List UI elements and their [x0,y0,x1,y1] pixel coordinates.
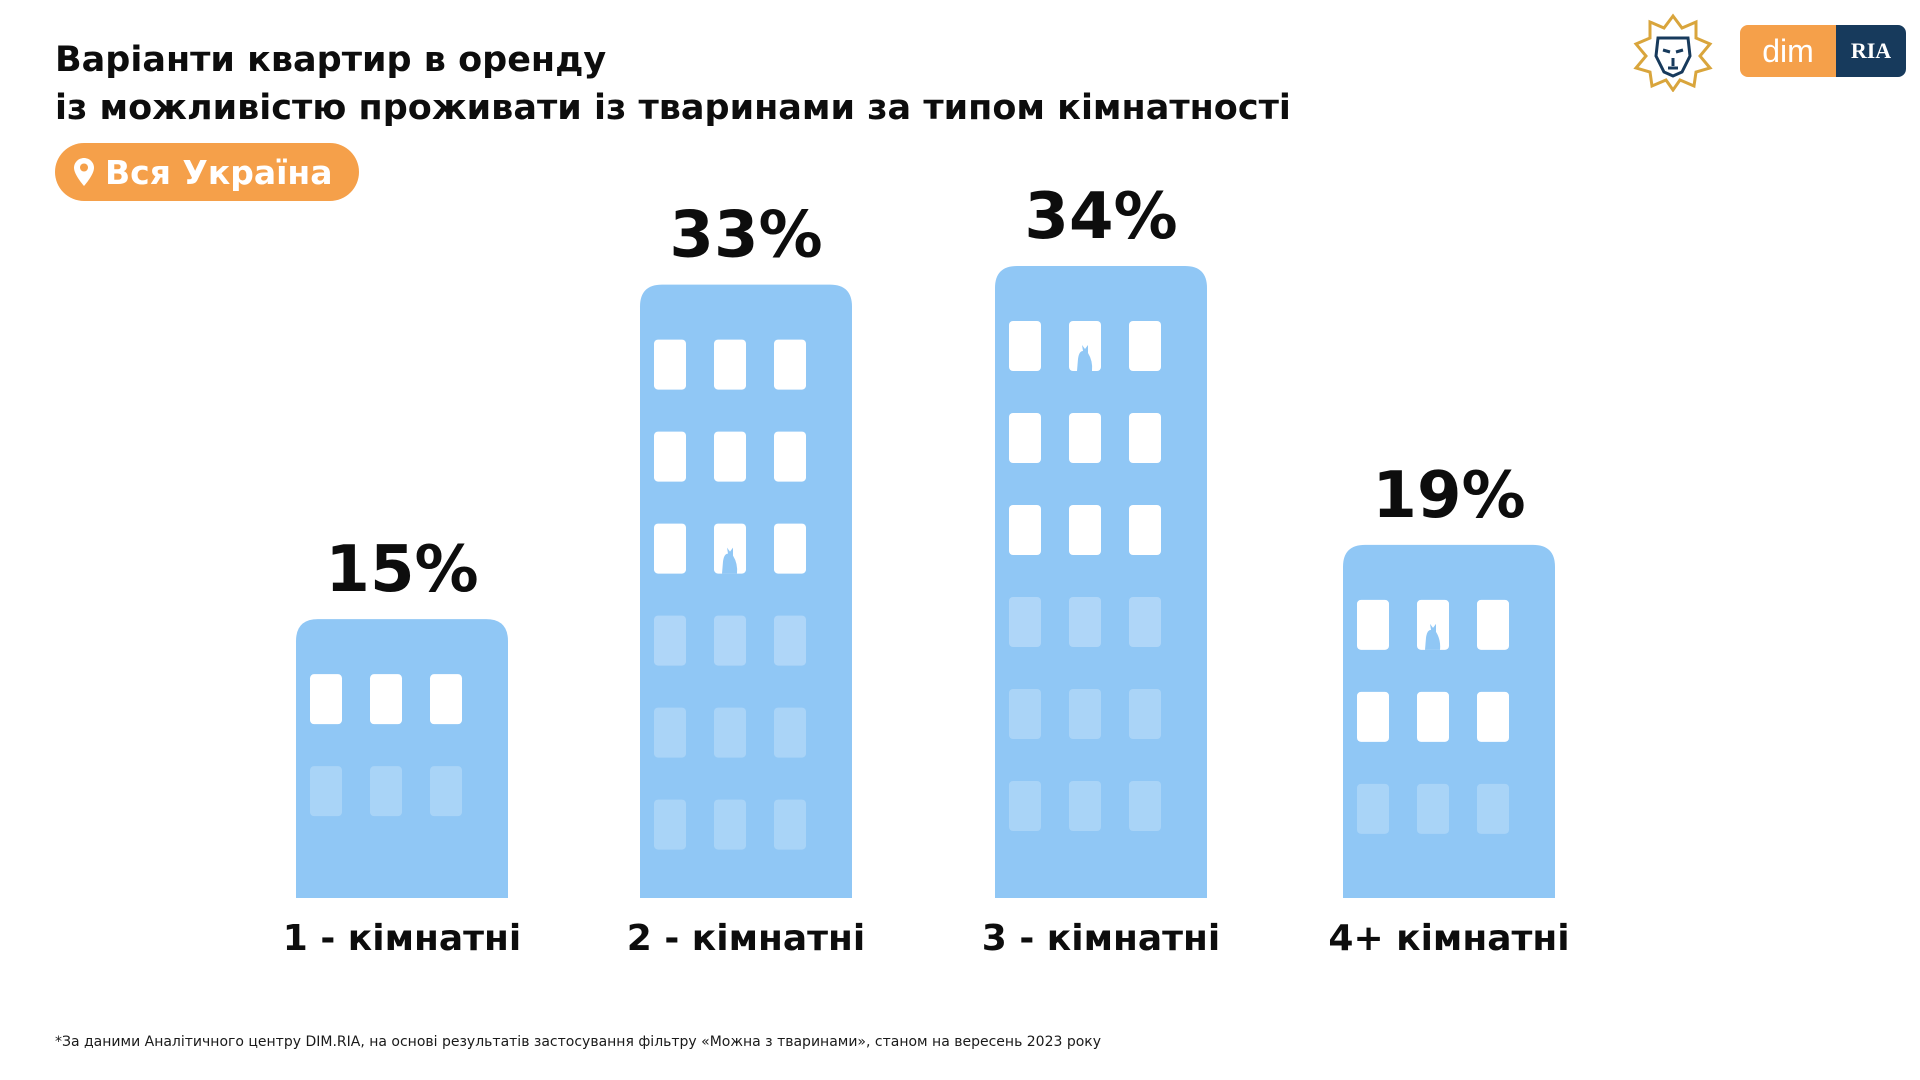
dim-logo: dim [1740,25,1836,77]
building-window [310,674,342,725]
building-window [774,523,806,574]
cat-silhouette [1077,345,1093,371]
building-window [654,431,686,482]
building-window [654,799,686,850]
category-label: 2 - кімнатні [627,918,866,959]
building-window [774,615,806,666]
building-window [1009,321,1041,371]
building-window [1009,413,1041,463]
bar-value-label: 19% [1372,459,1525,533]
building-window [370,674,402,725]
building-window [714,615,746,666]
category-label: 4+ кімнатні [1328,918,1569,959]
building-window [1069,781,1101,831]
building-window [714,523,746,574]
building-window [774,707,806,758]
page-title: Варіанти квартир в оренду із можливістю … [55,36,1291,132]
building-window [774,799,806,850]
building-window [370,766,402,817]
bar-value-label: 34% [1024,180,1177,254]
category-label: 3 - кімнатні [982,918,1221,959]
building-window [1069,689,1101,739]
building-window [430,766,462,817]
building-window [1129,321,1161,371]
bar-value-label: 15% [325,533,478,607]
building-window [654,615,686,666]
building-window [654,707,686,758]
title-line-1: Варіанти квартир в оренду [55,40,607,80]
building-bar-group [995,266,1207,898]
building-window [774,431,806,482]
building-window [1477,783,1509,834]
footnote: *За даними Аналітичного центру DIM.RIA, … [55,1034,1102,1050]
building-bar-group [640,284,852,898]
building-bar-group [1343,544,1555,898]
lion-emblem-icon [1633,13,1713,92]
building-window [1129,597,1161,647]
building-window [1009,597,1041,647]
building-window [774,339,806,390]
building-window [1069,413,1101,463]
building-window [1009,781,1041,831]
bar-value-label: 33% [669,199,822,273]
building-window [714,431,746,482]
building-window [1417,783,1449,834]
building-window [1129,413,1161,463]
building-window [1069,597,1101,647]
chart: 15% 1 - кімнатні 33% 2 - кімнатні 34% 3 - кім… [283,180,1570,959]
building-window [1129,689,1161,739]
region-label: Вся Україна [105,152,333,192]
bar-building [296,619,508,898]
ria-logo: RIA [1836,25,1906,77]
category-label: 1 - кімнатні [283,918,522,959]
building-window [714,339,746,390]
building-window [1009,689,1041,739]
building-window [1009,505,1041,555]
building-window [714,707,746,758]
building-window [1129,505,1161,555]
building-window [1129,781,1161,831]
title-line-2: із можливістю проживати із тваринами за … [55,88,1291,128]
building-window [1357,783,1389,834]
logos: dim RIA [1630,12,1910,92]
cat-silhouette [722,547,738,574]
map-pin-icon [74,158,94,186]
building-window [654,339,686,390]
building-window [1069,321,1101,371]
building-window [310,766,342,817]
region-badge: Вся Україна [55,143,359,201]
building-window [1477,691,1509,742]
building-window [1357,691,1389,742]
building-window [1417,599,1449,650]
building-window [714,799,746,850]
building-window [654,523,686,574]
cat-silhouette [1425,623,1441,650]
building-window [1357,599,1389,650]
building-bar-group [296,619,508,898]
building-window [1069,505,1101,555]
building-window [1417,691,1449,742]
building-window [1477,599,1509,650]
building-window [430,674,462,725]
